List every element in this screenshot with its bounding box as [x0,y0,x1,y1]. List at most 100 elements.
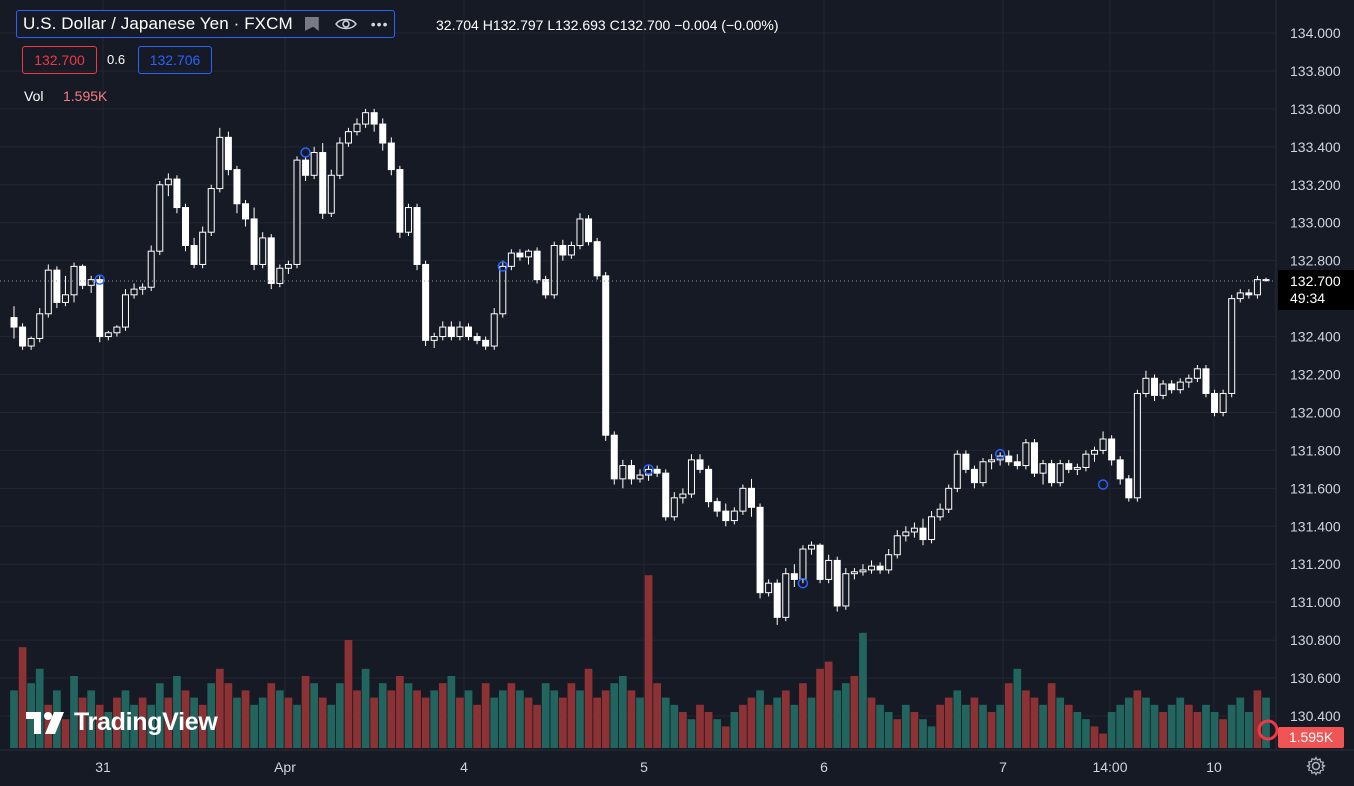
volume-bar [498,690,507,748]
candle-body [919,527,927,541]
volume-bar [781,690,790,748]
event-marker-icon[interactable] [797,577,809,589]
gear-icon[interactable] [1306,756,1326,776]
flag-icon[interactable] [304,17,319,31]
volume-bar [1159,712,1167,748]
candle-body [1048,463,1056,484]
bid-price-button[interactable]: 132.700 [22,46,97,74]
volume-bar [1253,690,1262,748]
candle-body [1151,377,1159,396]
volume-bar [275,690,284,748]
symbol-title[interactable]: U.S. Dollar / Japanese Yen · FXCM [23,14,293,33]
tradingview-logo[interactable]: TradingView [26,708,218,737]
candle-body [1056,463,1064,484]
event-marker-icon[interactable] [497,261,509,272]
volume-label[interactable]: Vol [24,88,44,104]
volume-bar [1150,704,1159,748]
event-marker-icon[interactable] [1097,479,1109,490]
volume-bar [799,683,807,748]
candle-body [576,218,584,246]
candle-body [1108,438,1116,461]
candle-body [730,510,738,522]
volume-bar [1124,697,1133,748]
candle-body [842,573,850,607]
candle-body [139,286,147,290]
volume-bar [421,697,430,748]
candle-body [687,459,695,495]
candle-body [636,474,644,480]
volume-bar [301,676,310,748]
volume-bar [507,683,516,748]
volume-bar [567,683,576,748]
scroll-to-realtime-icon[interactable] [1256,718,1278,742]
candle-body [910,527,918,533]
candle-body [156,184,164,252]
symbol-box[interactable]: U.S. Dollar / Japanese Yen · FXCM ••• [16,10,396,38]
volume-bar [979,704,987,748]
candle-body [627,465,635,480]
volume-bar [113,697,121,748]
event-marker-icon[interactable] [94,274,106,285]
tradingview-logo-text: TradingView [74,708,218,736]
volume-bar [944,697,953,748]
volume-bar [293,704,301,748]
candle-body [696,459,704,470]
candle-body [859,569,867,573]
candle-body [396,169,404,233]
volume-bar [601,690,610,748]
price-tick-label: 130.400 [1290,708,1341,724]
candle-body [430,336,438,341]
candle-body [1090,449,1098,455]
event-marker-icon[interactable] [643,464,654,475]
candle-body [953,453,961,489]
candle-body [353,123,361,133]
volume-bar [147,704,156,748]
candle-body [559,244,567,256]
more-icon[interactable]: ••• [370,16,389,32]
volume-bar [747,697,756,748]
candle-body [70,265,78,296]
candle-body [1236,292,1244,300]
time-tick-label: Apr [274,759,296,775]
candle-body [893,535,901,556]
candle-body [585,218,593,243]
last-price-value: 132.700 [1290,273,1341,289]
candle-body [1125,478,1133,499]
candle-body [1253,279,1261,296]
volume-bar [816,668,824,748]
candle-body [370,112,378,125]
eye-icon[interactable] [334,17,357,31]
event-marker-icon[interactable] [994,448,1006,460]
volume-bar [1176,697,1185,748]
candle-body [507,252,515,267]
ask-price-button[interactable]: 132.706 [138,46,212,74]
volume-bar [713,719,722,748]
candle-body [61,294,69,303]
volume-bar [70,676,78,748]
volume-bar [1039,704,1047,748]
volume-bar [679,712,687,748]
candle-body [1039,463,1047,474]
candle-body [525,250,533,258]
event-marker-icon[interactable] [300,147,311,158]
volume-bar [910,712,919,748]
volume-bar [962,704,970,748]
candle-body [602,275,610,436]
candle-body [344,131,352,144]
volume-bar [841,683,850,748]
volume-bar [258,697,267,748]
candle-body [1202,368,1210,394]
volume-bar [996,704,1005,748]
candle-body [499,265,507,315]
candle-body [1142,377,1150,394]
volume-bar [327,704,336,748]
last-price-label: 132.700 49:34 [1278,270,1354,310]
candle-body [79,265,87,286]
candle-body [542,279,550,296]
time-tick-label: 10 [1206,759,1222,775]
candle-body [447,326,455,338]
price-tick-label: 132.800 [1290,253,1341,269]
time-tick-label: 14:00 [1092,759,1127,775]
candle-body [662,472,670,518]
